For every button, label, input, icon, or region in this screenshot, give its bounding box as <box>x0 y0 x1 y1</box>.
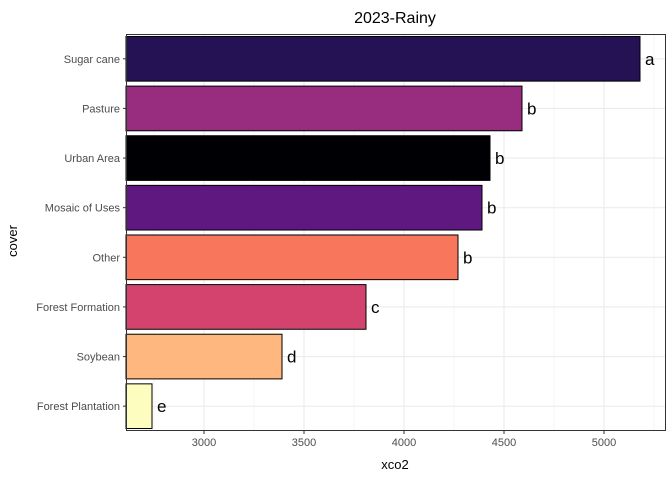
significance-label: b <box>527 99 536 118</box>
bar <box>125 184 483 231</box>
x-axis: 3000 3500 4000 4500 5000 <box>192 431 616 449</box>
significance-label: b <box>487 199 496 218</box>
significance-label: b <box>463 248 472 267</box>
significance-label: a <box>645 50 655 69</box>
y-axis-title: cover <box>5 224 20 256</box>
x-tick-label: 5000 <box>592 437 616 449</box>
chart-title: 2023-Rainy <box>354 10 436 27</box>
x-tick-label: 3000 <box>192 437 216 449</box>
significance-labels: a b b b b c d e <box>157 50 655 416</box>
significance-label: e <box>157 397 166 416</box>
y-tick-label: Other <box>92 252 120 264</box>
x-axis-title: xco2 <box>381 457 408 472</box>
bar <box>125 284 367 330</box>
bar <box>125 135 491 181</box>
y-tick-label: Pasture <box>82 103 120 115</box>
x-tick-label: 4500 <box>492 437 516 449</box>
x-tick-label: 3500 <box>292 437 316 449</box>
bar <box>125 333 283 380</box>
y-tick-label: Forest Formation <box>36 302 120 314</box>
bar <box>125 35 641 82</box>
bars <box>125 35 641 430</box>
bar <box>125 383 153 430</box>
significance-label: c <box>371 298 380 317</box>
y-tick-label: Soybean <box>77 352 120 364</box>
y-tick-label: Urban Area <box>64 153 121 165</box>
y-tick-label: Sugar cane <box>64 54 120 66</box>
y-tick-label: Forest Plantation <box>37 401 120 413</box>
y-axis: Sugar cane Pasture Urban Area Mosaic of Use… <box>36 54 126 413</box>
significance-label: b <box>495 149 504 168</box>
bar <box>125 85 523 132</box>
y-tick-label: Mosaic of Uses <box>45 203 121 215</box>
x-tick-label: 4000 <box>392 437 416 449</box>
panel-border <box>126 34 666 431</box>
plot-panel: a b b b b c d e <box>125 34 666 431</box>
significance-label: d <box>287 348 296 367</box>
bar <box>125 234 459 281</box>
